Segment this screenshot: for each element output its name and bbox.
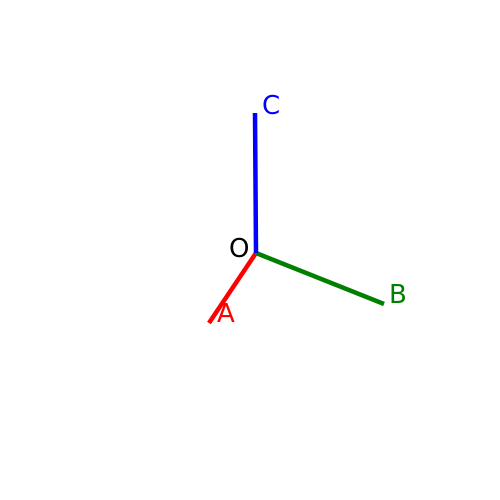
- label-origin: O: [229, 234, 249, 264]
- ray-oa: [207, 251, 258, 325]
- label-c: C: [262, 91, 280, 121]
- label-b: B: [389, 280, 407, 310]
- ray-oc: [252, 112, 259, 254]
- ray-ob: [255, 250, 385, 307]
- label-a: A: [217, 299, 235, 329]
